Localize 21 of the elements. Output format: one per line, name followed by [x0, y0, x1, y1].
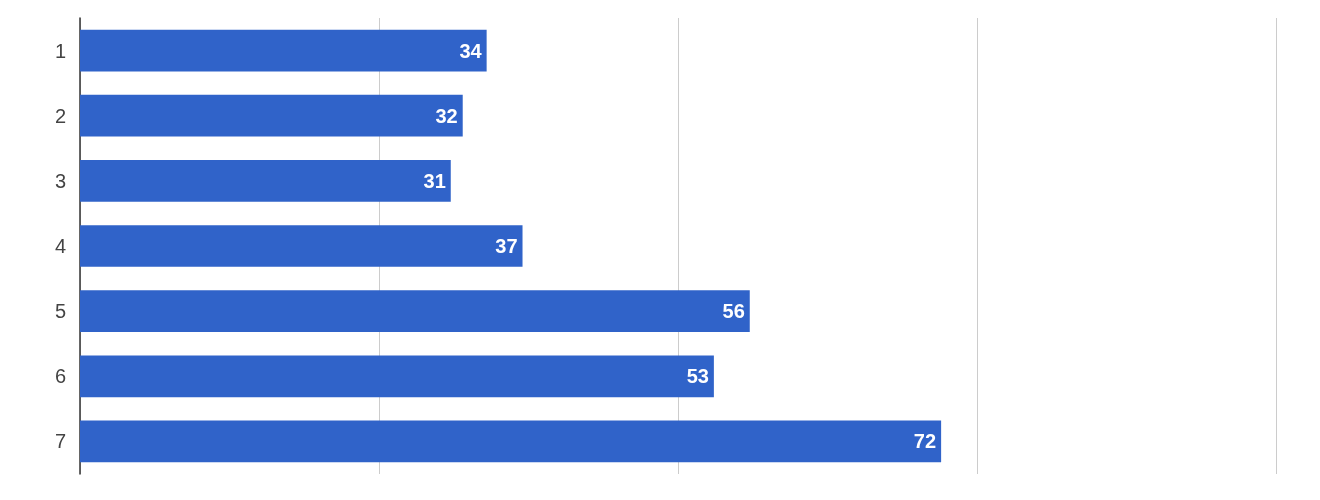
- y-tick-label: 7: [54, 430, 66, 453]
- y-tick-label: 1: [54, 39, 66, 62]
- data-label: 32: [435, 104, 458, 127]
- bar: [80, 290, 750, 332]
- bar: [80, 94, 463, 137]
- bar: [80, 355, 714, 398]
- data-label: 31: [423, 169, 446, 192]
- y-tick-label: 6: [54, 365, 66, 388]
- bar: [80, 29, 487, 72]
- bar: [80, 420, 942, 463]
- data-label: 37: [495, 235, 518, 257]
- bar: [80, 160, 451, 202]
- y-tick-label: 3: [54, 169, 66, 192]
- data-label: 56: [722, 300, 745, 323]
- data-label: 72: [913, 430, 937, 453]
- data-label: 53: [686, 365, 709, 388]
- y-tick-label: 5: [54, 300, 66, 323]
- y-tick-label: 4: [54, 235, 66, 257]
- y-tick-label: 2: [54, 104, 66, 127]
- bar: [80, 225, 523, 267]
- data-label: 34: [459, 39, 483, 62]
